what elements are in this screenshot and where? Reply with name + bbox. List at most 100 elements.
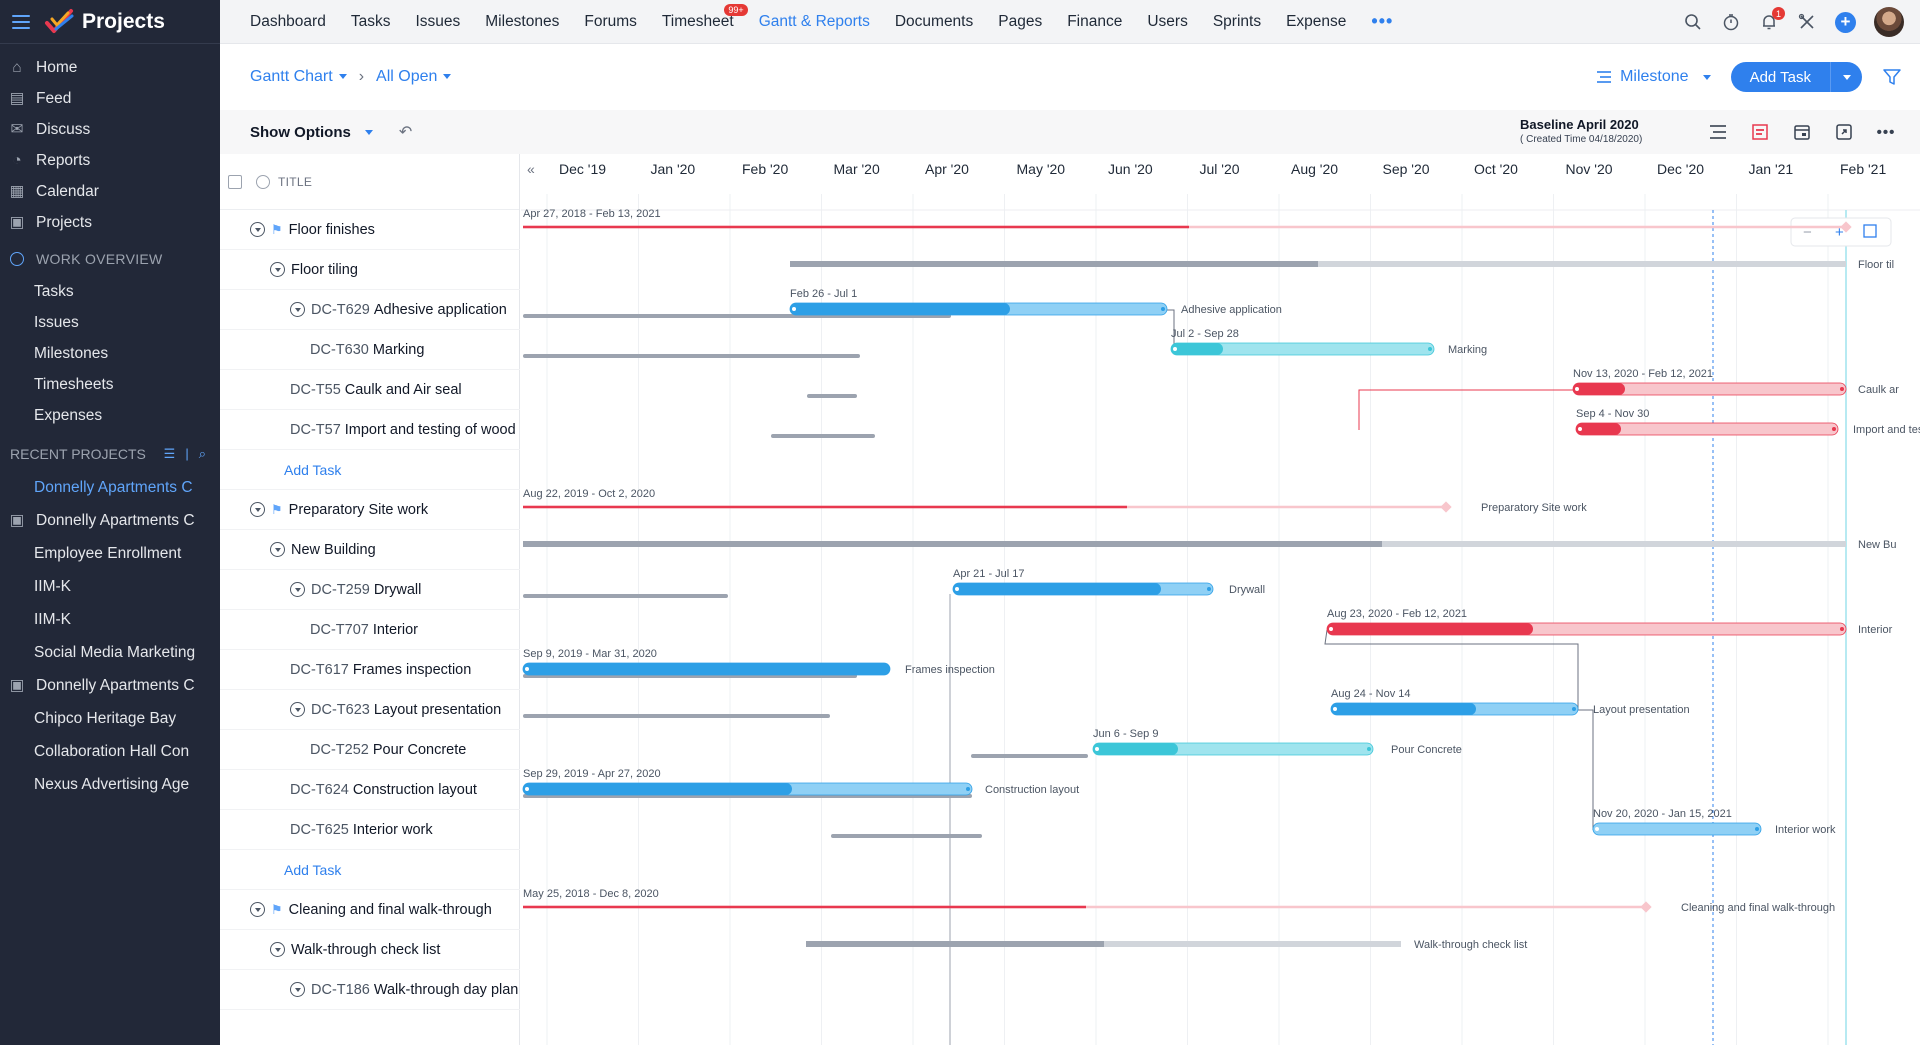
filter-icon[interactable] (1882, 67, 1902, 87)
quick-add-icon[interactable]: + (1835, 11, 1856, 33)
bar-start-handle[interactable] (1578, 427, 1582, 431)
sidebar-item-home[interactable]: ⌂ Home (0, 52, 220, 83)
task-row[interactable]: DC-T617 Frames inspection (220, 650, 520, 690)
fit-to-screen-icon[interactable] (1863, 224, 1877, 238)
bar-end-handle[interactable] (1367, 747, 1371, 751)
task-row[interactable]: DC-T252 Pour Concrete (220, 730, 520, 770)
zoom-in-button[interactable]: + (1835, 224, 1844, 241)
collapse-toggle-icon[interactable] (290, 982, 305, 997)
recent-project-item[interactable]: Collaboration Hall Con (0, 735, 220, 768)
tab-sprints[interactable]: Sprints (1213, 13, 1261, 31)
critical-path-icon[interactable] (1750, 122, 1770, 142)
bar-start-handle[interactable] (1333, 707, 1337, 711)
recent-project-item[interactable]: Donnelly Apartments C (0, 471, 220, 504)
tab-milestones[interactable]: Milestones (485, 13, 559, 31)
undo-icon[interactable]: ↶ (398, 124, 413, 141)
tab-tasks[interactable]: Tasks (351, 13, 391, 31)
tab-documents[interactable]: Documents (895, 13, 973, 31)
collapse-toggle-icon[interactable] (270, 262, 285, 277)
bar-end-handle[interactable] (1840, 387, 1844, 391)
task-row[interactable]: Walk-through check list (220, 930, 520, 970)
collapse-toggle-icon[interactable] (250, 902, 265, 917)
recent-project-item[interactable]: Social Media Marketing (0, 636, 220, 669)
bar-start-handle[interactable] (1329, 627, 1333, 631)
tab-users[interactable]: Users (1147, 13, 1187, 31)
sidebar-item-reports[interactable]: ◔ Reports (0, 145, 220, 176)
bar-end-handle[interactable] (1207, 587, 1211, 591)
work-overview-section[interactable]: WORK OVERVIEW (0, 242, 220, 276)
group-by-dropdown[interactable]: Milestone (1596, 68, 1711, 86)
collapse-toggle-icon[interactable] (290, 582, 305, 597)
bar-end-handle[interactable] (1161, 307, 1165, 311)
collapse-toggle-icon[interactable] (250, 222, 265, 237)
fullscreen-icon[interactable] (1834, 122, 1854, 142)
recent-project-item[interactable]: Employee Enrollment (0, 537, 220, 570)
bar-end-handle[interactable] (884, 667, 888, 671)
search-icon[interactable] (1683, 12, 1703, 32)
collapse-toggle-icon[interactable] (270, 542, 285, 557)
task-row[interactable]: DC-T186 Walk-through day plan (220, 970, 520, 1010)
collapse-toggle-icon[interactable] (250, 502, 265, 517)
list-view-icon[interactable] (1708, 122, 1728, 142)
more-options-icon[interactable]: ••• (1876, 123, 1896, 141)
bar-start-handle[interactable] (1095, 747, 1099, 751)
column-settings-icon[interactable] (228, 174, 242, 189)
sidebar-item-discuss[interactable]: ✉ Discuss (0, 114, 220, 145)
calendar-view-icon[interactable] (1792, 122, 1812, 142)
notification-bell-icon[interactable]: 1 (1759, 7, 1785, 32)
recent-project-item[interactable]: Nexus Advertising Age (0, 768, 220, 801)
collapse-toggle-icon[interactable] (270, 942, 285, 957)
task-row[interactable]: ⚑ Cleaning and final walk-through (220, 890, 520, 930)
recent-project-item[interactable]: IIM-K (0, 603, 220, 636)
tab-gantt-reports[interactable]: Gantt & Reports (759, 13, 870, 31)
bar-start-handle[interactable] (525, 667, 529, 671)
bar-end-handle[interactable] (966, 787, 970, 791)
task-row[interactable]: ⚑ Preparatory Site work (220, 490, 520, 530)
show-options-dropdown[interactable]: Show Options (220, 124, 373, 141)
task-row[interactable]: DC-T623 Layout presentation (220, 690, 520, 730)
sidebar-item-milestones[interactable]: Milestones (0, 338, 220, 369)
tools-icon[interactable] (1797, 12, 1817, 32)
add-task-dropdown[interactable] (1830, 62, 1862, 92)
zoom-out-button[interactable]: − (1803, 224, 1812, 241)
sidebar-item-feed[interactable]: ▤ Feed (0, 83, 220, 114)
recent-project-item[interactable]: ▣ Donnelly Apartments C (0, 669, 220, 702)
more-tabs-icon[interactable]: ••• (1371, 11, 1394, 31)
bar-start-handle[interactable] (955, 587, 959, 591)
tab-pages[interactable]: Pages (998, 13, 1042, 31)
tab-finance[interactable]: Finance (1067, 13, 1122, 31)
task-row[interactable]: ⚑ Floor finishes (220, 210, 520, 250)
tab-expense[interactable]: Expense (1286, 13, 1346, 31)
bar-start-handle[interactable] (1595, 827, 1599, 831)
bar-start-handle[interactable] (525, 787, 529, 791)
view-dropdown[interactable]: Gantt Chart (250, 68, 347, 86)
bar-end-handle[interactable] (1755, 827, 1759, 831)
bar-end-handle[interactable] (1832, 427, 1836, 431)
recent-project-item[interactable]: Chipco Heritage Bay (0, 702, 220, 735)
tab-issues[interactable]: Issues (415, 13, 460, 31)
bar-start-handle[interactable] (1575, 387, 1579, 391)
collapse-toggle-icon[interactable] (290, 302, 305, 317)
sidebar-item-issues[interactable]: Issues (0, 307, 220, 338)
tab-forums[interactable]: Forums (584, 13, 637, 31)
task-row[interactable]: DC-T57 Import and testing of wood (220, 410, 520, 450)
search-icon[interactable]: ⌕ (198, 446, 206, 461)
bar-start-handle[interactable] (792, 307, 796, 311)
task-row[interactable]: DC-T629 Adhesive application (220, 290, 520, 330)
bar-end-handle[interactable] (1572, 707, 1576, 711)
task-row[interactable]: Floor tiling (220, 250, 520, 290)
recent-project-item[interactable]: IIM-K (0, 570, 220, 603)
task-row[interactable]: DC-T707 Interior (220, 610, 520, 650)
bar-end-handle[interactable] (1428, 347, 1432, 351)
bar-end-handle[interactable] (1840, 627, 1844, 631)
task-bar[interactable] (1592, 822, 1762, 836)
hamburger-icon[interactable] (12, 14, 30, 29)
recent-project-item[interactable]: ▣ Donnelly Apartments C (0, 504, 220, 537)
scroll-left-icon[interactable]: « (527, 161, 535, 177)
tab-timesheet[interactable]: Timesheet 99+ (662, 3, 748, 31)
task-row[interactable]: DC-T259 Drywall (220, 570, 520, 610)
task-row[interactable]: New Building (220, 530, 520, 570)
add-task-button[interactable]: Add Task (1749, 68, 1811, 86)
filter-list-icon[interactable]: ☰ (163, 446, 176, 461)
task-row[interactable]: DC-T625 Interior work (220, 810, 520, 850)
